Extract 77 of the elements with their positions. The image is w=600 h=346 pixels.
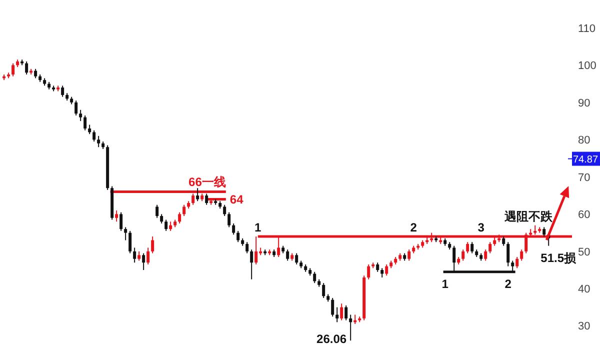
candlestick xyxy=(466,242,470,254)
candlestick xyxy=(25,60,28,75)
candlestick xyxy=(88,124,92,135)
candlestick xyxy=(151,236,154,254)
annotation: 2 xyxy=(504,276,512,291)
candlestick xyxy=(115,210,118,222)
candlestick xyxy=(408,249,411,262)
candlestick xyxy=(336,306,339,323)
candlestick xyxy=(169,221,172,232)
annotation: 51.5损 xyxy=(540,250,577,265)
candlestick xyxy=(156,204,159,218)
candlestick xyxy=(295,252,298,265)
candlestick xyxy=(34,68,38,79)
candlestick xyxy=(380,268,384,278)
candlestick xyxy=(74,100,78,116)
y-tick-label: 80 xyxy=(578,134,590,147)
candlestick xyxy=(313,271,316,284)
candlestick xyxy=(84,114,87,131)
candlestick xyxy=(196,188,200,202)
ref-line-label: 66一线 xyxy=(188,174,226,189)
candlestick xyxy=(331,297,334,318)
candlestick xyxy=(164,219,168,232)
candlestick xyxy=(376,262,380,272)
candlestick xyxy=(92,130,96,142)
candlestick xyxy=(124,226,128,241)
candlestick xyxy=(142,252,146,271)
candlestick xyxy=(138,250,141,262)
candlestick xyxy=(349,314,352,342)
candlestick xyxy=(128,230,132,254)
candlestick xyxy=(178,212,182,224)
y-tick-label: 30 xyxy=(578,320,590,333)
candlestick xyxy=(344,304,348,321)
candlestick xyxy=(462,249,465,262)
candlestick xyxy=(246,242,249,254)
candlestick xyxy=(322,282,326,298)
candlestick xyxy=(506,242,510,267)
y-tick-label: 110 xyxy=(578,22,596,35)
candlestick xyxy=(484,249,488,262)
candlestick xyxy=(286,249,290,262)
annotation: 1 xyxy=(442,276,449,291)
candlestick xyxy=(228,212,231,228)
candlestick xyxy=(205,193,208,206)
candlestick xyxy=(133,247,136,264)
candlestick xyxy=(340,303,344,321)
candlestick xyxy=(470,242,474,254)
candlestick xyxy=(79,109,82,122)
candlestick xyxy=(520,249,524,262)
candlestick xyxy=(542,226,546,237)
y-tick-label: 50 xyxy=(578,246,590,258)
y-tick-label: 90 xyxy=(578,97,590,110)
candlestick xyxy=(367,264,370,280)
y-tick-label: 70 xyxy=(578,172,590,184)
annotation: 26.06 xyxy=(316,332,347,346)
candlestick xyxy=(120,212,123,232)
annotation: 3 xyxy=(478,220,485,234)
candlestick xyxy=(223,204,226,217)
annotation: 1 xyxy=(254,220,262,234)
candlestick xyxy=(146,247,150,265)
candlestick xyxy=(12,62,15,77)
candlestick xyxy=(516,256,519,269)
ref-line-label: 64 xyxy=(230,192,244,206)
candlestick xyxy=(232,222,236,236)
candlestick xyxy=(236,230,240,243)
y-tick-label: 40 xyxy=(578,283,590,296)
candlestick xyxy=(385,264,388,276)
candlestick xyxy=(250,249,254,280)
candlestick xyxy=(182,204,186,217)
candlestick xyxy=(97,135,100,148)
annotation: 2 xyxy=(410,220,418,234)
annotation: 遇阻不跌 xyxy=(503,209,554,224)
candlestick xyxy=(488,242,492,254)
y-tick-label: 100 xyxy=(578,60,596,72)
ref-line-label: 74.87 xyxy=(573,154,598,166)
candlestick xyxy=(502,236,506,246)
candlestick xyxy=(160,214,164,224)
y-tick-label: 60 xyxy=(578,209,590,222)
candlestick xyxy=(61,85,64,98)
